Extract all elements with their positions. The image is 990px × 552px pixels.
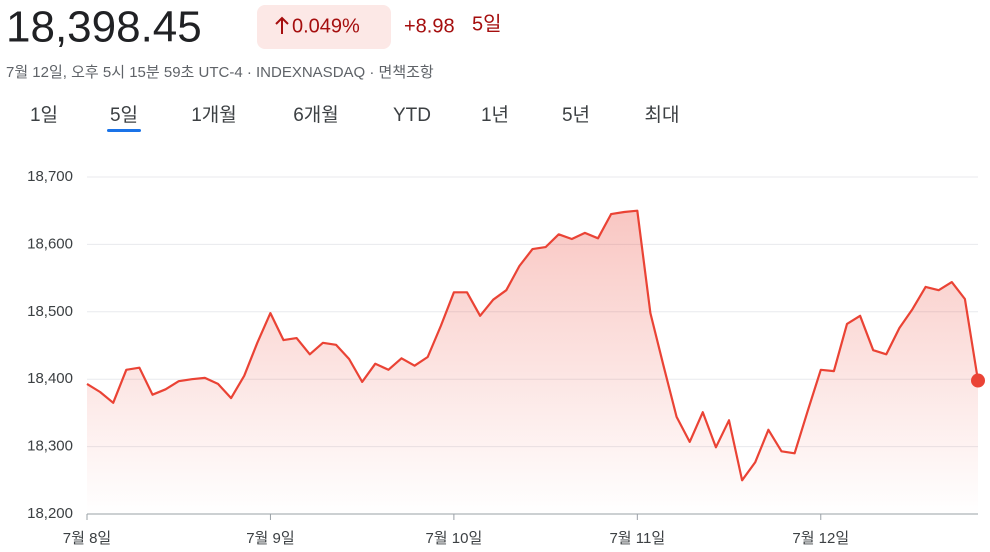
y-tick-label: 18,300: [27, 438, 73, 455]
change: +8.98: [404, 15, 455, 37]
tab[interactable]: 5년: [562, 104, 590, 126]
tab-underline: [107, 129, 141, 132]
y-tick-label: 18,200: [27, 505, 73, 522]
tab[interactable]: 1개월: [191, 104, 237, 126]
price: 18,398.45: [6, 3, 202, 52]
last-point: [971, 373, 985, 388]
y-tick-label: 18,700: [27, 168, 73, 185]
x-tick-label: 7월 12일: [792, 530, 849, 547]
x-tick-label: 7월 9일: [246, 530, 294, 547]
subtitle: 7월 12일, 오후 5시 15분 59초 UTC-4 · INDEXNASDA…: [6, 64, 434, 81]
change-badge: [257, 5, 391, 49]
x-tick-label: 7월 11일: [609, 530, 665, 547]
x-tick-label: 7월 10일: [425, 530, 482, 547]
tab[interactable]: 1일: [30, 104, 58, 126]
x-tick-label: 7월 8일: [63, 530, 111, 547]
tabs: 1일 5일 1개월 6개월 YTD 1년 5년 최대: [30, 104, 680, 132]
tab[interactable]: 6개월: [293, 104, 339, 126]
tab[interactable]: YTD: [393, 105, 431, 126]
up-arrow: [275, 16, 289, 34]
change-percent: 0.049%: [292, 15, 360, 37]
tab[interactable]: 5일: [110, 104, 138, 126]
y-tick-label: 18,400: [27, 370, 73, 387]
price-line: [86, 209, 980, 482]
y-tick-label: 18,500: [27, 303, 73, 320]
tab[interactable]: 1년: [481, 104, 509, 126]
y-tick-label: 18,600: [27, 235, 73, 252]
area: [87, 210, 978, 514]
tab[interactable]: 최대: [645, 104, 680, 126]
period: 5일: [472, 12, 502, 35]
